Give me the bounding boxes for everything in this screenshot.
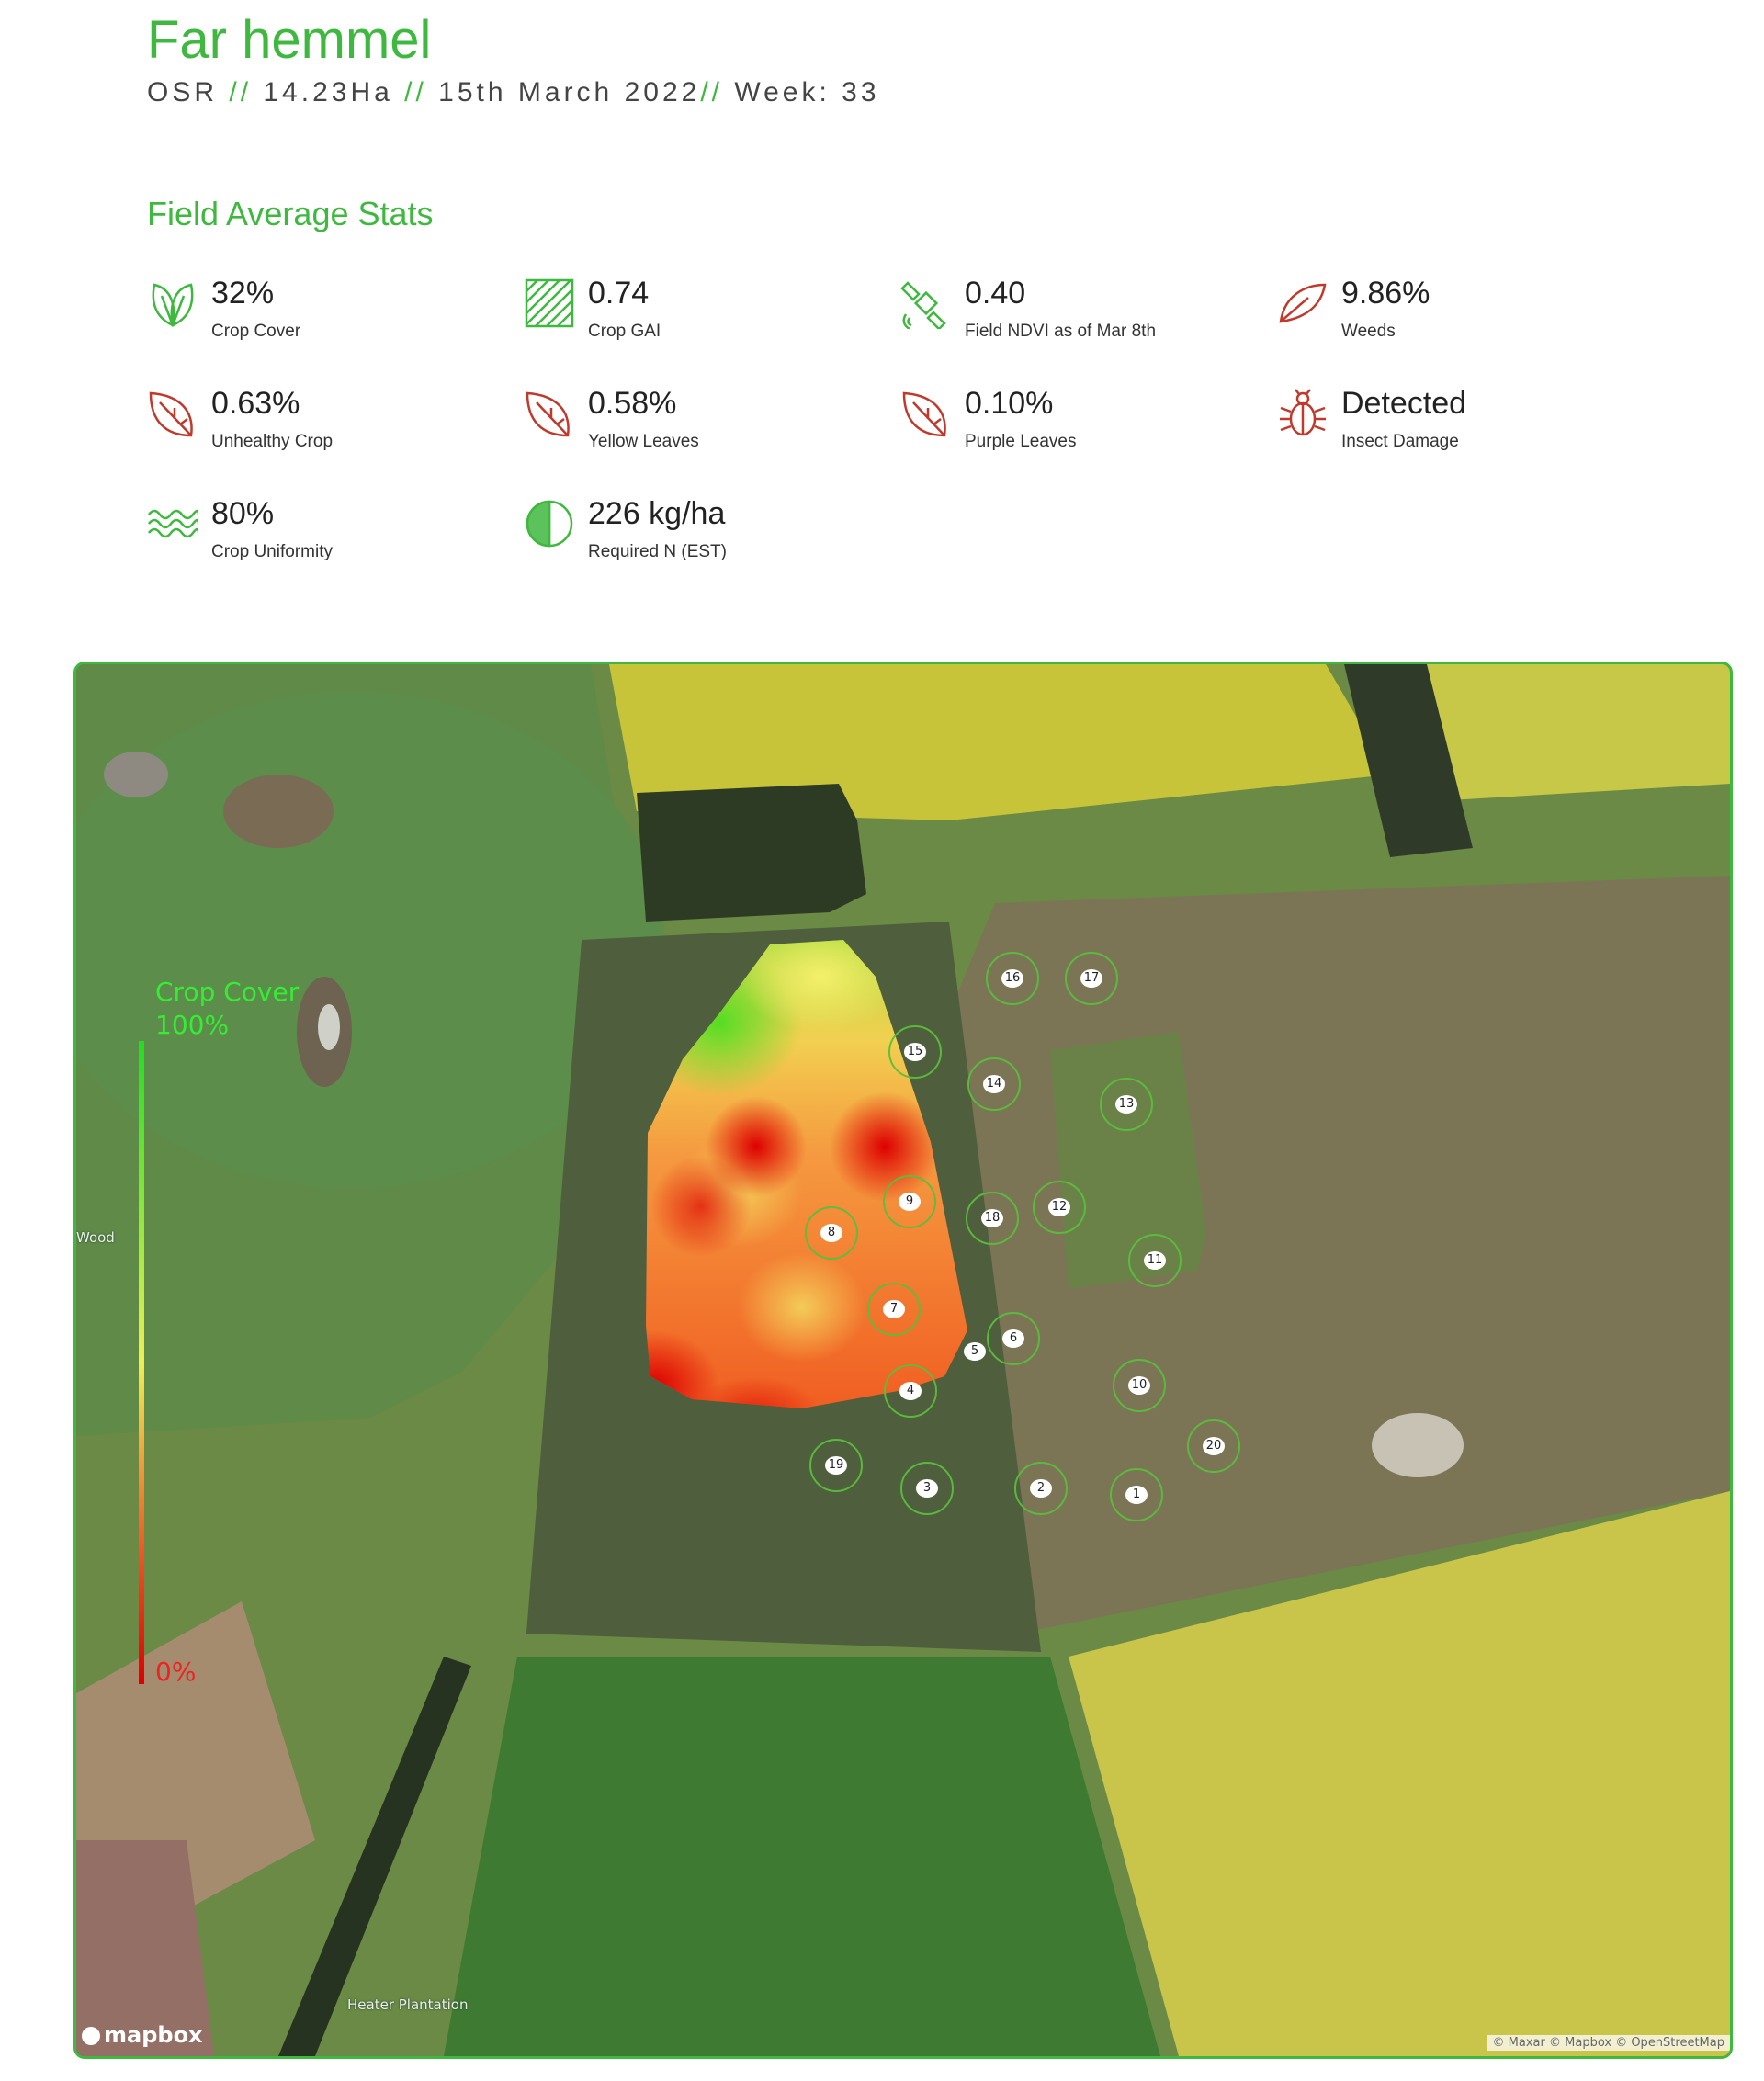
stat-crop-cover: 32% Crop Cover xyxy=(147,276,496,358)
stat-crop-uniformity: 80% Crop Uniformity xyxy=(147,496,496,579)
stat-insect-damage: Detected Insect Damage xyxy=(1277,386,1626,469)
stat-label: Crop Cover xyxy=(211,322,301,341)
satellite-icon xyxy=(900,281,946,329)
sample-point[interactable]: 12 xyxy=(1033,1181,1086,1234)
weed-leaf-icon xyxy=(1279,283,1327,323)
separator: // xyxy=(700,77,723,107)
legend-max: 100% xyxy=(155,1010,230,1040)
sample-point[interactable]: 14 xyxy=(967,1057,1021,1111)
place-label: Heater Plantation xyxy=(347,1996,469,2013)
stat-ndvi: 0.40 Field NDVI as of Mar 8th xyxy=(900,276,1250,358)
sample-point[interactable]: 8 xyxy=(805,1206,858,1260)
leaf-icon xyxy=(526,391,570,437)
stat-weeds: 9.86% Weeds xyxy=(1277,276,1626,358)
stat-unhealthy-crop: 0.63% Unhealthy Crop xyxy=(147,386,496,469)
stat-value: 0.74 xyxy=(588,276,650,311)
sample-point[interactable]: 9 xyxy=(883,1175,936,1228)
stat-label: Unhealthy Crop xyxy=(211,432,334,451)
page-title: Far hemmel xyxy=(147,10,432,70)
stat-value: 0.40 xyxy=(965,276,1026,311)
sample-point[interactable]: 17 xyxy=(1065,952,1118,1005)
separator: // xyxy=(229,77,253,107)
sample-point[interactable]: 4 xyxy=(884,1364,937,1418)
sample-point[interactable]: 19 xyxy=(809,1439,863,1492)
waves-icon xyxy=(148,509,198,538)
sample-point[interactable]: 11 xyxy=(1128,1234,1182,1287)
leaf-icon xyxy=(902,391,946,437)
stat-label: Crop GAI xyxy=(588,322,662,341)
field-map[interactable]: Crop Cover 100% 0% 16 17 15 14 13 9 18 1… xyxy=(74,662,1733,2059)
sample-point[interactable]: 6 xyxy=(987,1312,1040,1365)
stat-purple-leaves: 0.10% Purple Leaves xyxy=(900,386,1250,469)
field-area: 14.23Ha xyxy=(263,77,393,107)
stat-label: Weeds xyxy=(1341,322,1396,341)
stat-value: 0.10% xyxy=(965,386,1054,421)
stat-value: 80% xyxy=(211,496,275,531)
sample-point[interactable]: 2 xyxy=(1014,1462,1068,1515)
section-title: Field Average Stats xyxy=(147,195,434,232)
sample-point[interactable]: 15 xyxy=(888,1025,942,1079)
sample-point[interactable]: 1 xyxy=(1110,1468,1163,1521)
leaf-sprout-icon xyxy=(152,283,194,327)
sample-point[interactable]: 3 xyxy=(900,1462,954,1515)
stat-value: 226 kg/ha xyxy=(588,496,726,531)
mapbox-icon xyxy=(82,2027,100,2045)
stat-yellow-leaves: 0.58% Yellow Leaves xyxy=(524,386,873,469)
sample-point[interactable]: 5 xyxy=(950,1327,1000,1376)
field-summary: OSR // 14.23Ha // 15th March 2022// Week… xyxy=(147,77,880,108)
map-attribution[interactable]: © Maxar © Mapbox © OpenStreetMap xyxy=(1487,2035,1730,2051)
sample-point[interactable]: 18 xyxy=(966,1192,1019,1245)
leaf-icon xyxy=(149,391,193,437)
bug-icon xyxy=(1280,389,1326,436)
stat-value: 32% xyxy=(211,276,275,311)
stat-label: Crop Uniformity xyxy=(211,542,333,561)
place-label: Wood xyxy=(76,1229,115,1246)
stat-label: Insect Damage xyxy=(1341,432,1459,451)
stat-crop-gai: 0.74 Crop GAI xyxy=(524,276,873,358)
report-date: 15th March 2022 xyxy=(438,77,701,107)
sample-point[interactable]: 13 xyxy=(1100,1078,1153,1131)
sample-point[interactable]: 20 xyxy=(1187,1419,1240,1473)
legend-gradient xyxy=(139,1041,144,1684)
sample-point[interactable]: 10 xyxy=(1113,1359,1166,1412)
sample-point[interactable]: 16 xyxy=(986,952,1039,1005)
stat-required-n: 226 kg/ha Required N (EST) xyxy=(524,496,873,579)
week-number: Week: 33 xyxy=(734,77,880,107)
stat-label: Yellow Leaves xyxy=(588,432,699,451)
stat-value: 0.63% xyxy=(211,386,300,421)
satellite-imagery xyxy=(76,664,1730,2056)
stat-value: 0.58% xyxy=(588,386,677,421)
legend-min: 0% xyxy=(155,1657,197,1687)
legend-title: Crop Cover xyxy=(155,977,300,1007)
half-circle-icon xyxy=(526,500,573,548)
separator: // xyxy=(404,77,427,107)
sample-point[interactable]: 7 xyxy=(867,1283,921,1336)
stat-value: Detected xyxy=(1341,386,1467,421)
crop-type: OSR xyxy=(147,77,219,107)
stat-label: Field NDVI as of Mar 8th xyxy=(965,322,1157,341)
mapbox-logo[interactable]: mapbox xyxy=(82,2022,203,2048)
stat-label: Required N (EST) xyxy=(588,542,727,561)
hatched-square-icon xyxy=(525,278,574,328)
stat-label: Purple Leaves xyxy=(965,432,1077,451)
stat-value: 9.86% xyxy=(1341,276,1430,311)
